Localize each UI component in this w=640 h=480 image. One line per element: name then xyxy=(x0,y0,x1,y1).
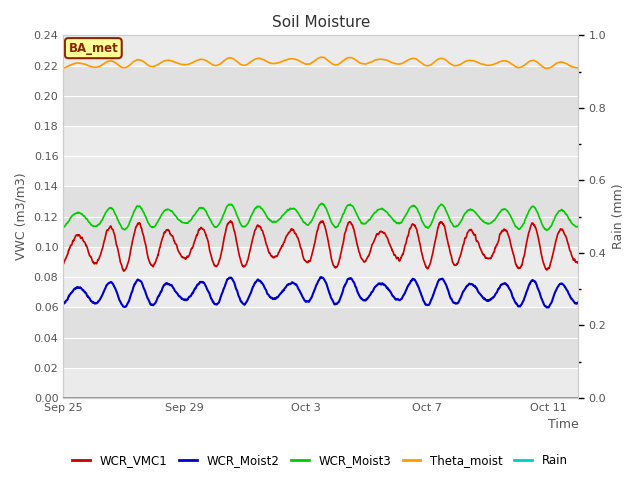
Bar xyxy=(63,126,579,186)
Bar xyxy=(63,247,579,307)
X-axis label: Time: Time xyxy=(548,419,579,432)
Y-axis label: Rain (mm): Rain (mm) xyxy=(612,184,625,250)
Bar xyxy=(63,186,579,247)
Bar xyxy=(63,36,579,66)
Bar xyxy=(63,307,579,368)
Title: Soil Moisture: Soil Moisture xyxy=(271,15,370,30)
Bar xyxy=(63,368,579,398)
Text: BA_met: BA_met xyxy=(68,42,118,55)
Bar xyxy=(63,66,579,126)
Y-axis label: VWC (m3/m3): VWC (m3/m3) xyxy=(15,173,28,261)
Legend: WCR_VMC1, WCR_Moist2, WCR_Moist3, Theta_moist, Rain: WCR_VMC1, WCR_Moist2, WCR_Moist3, Theta_… xyxy=(68,449,572,472)
